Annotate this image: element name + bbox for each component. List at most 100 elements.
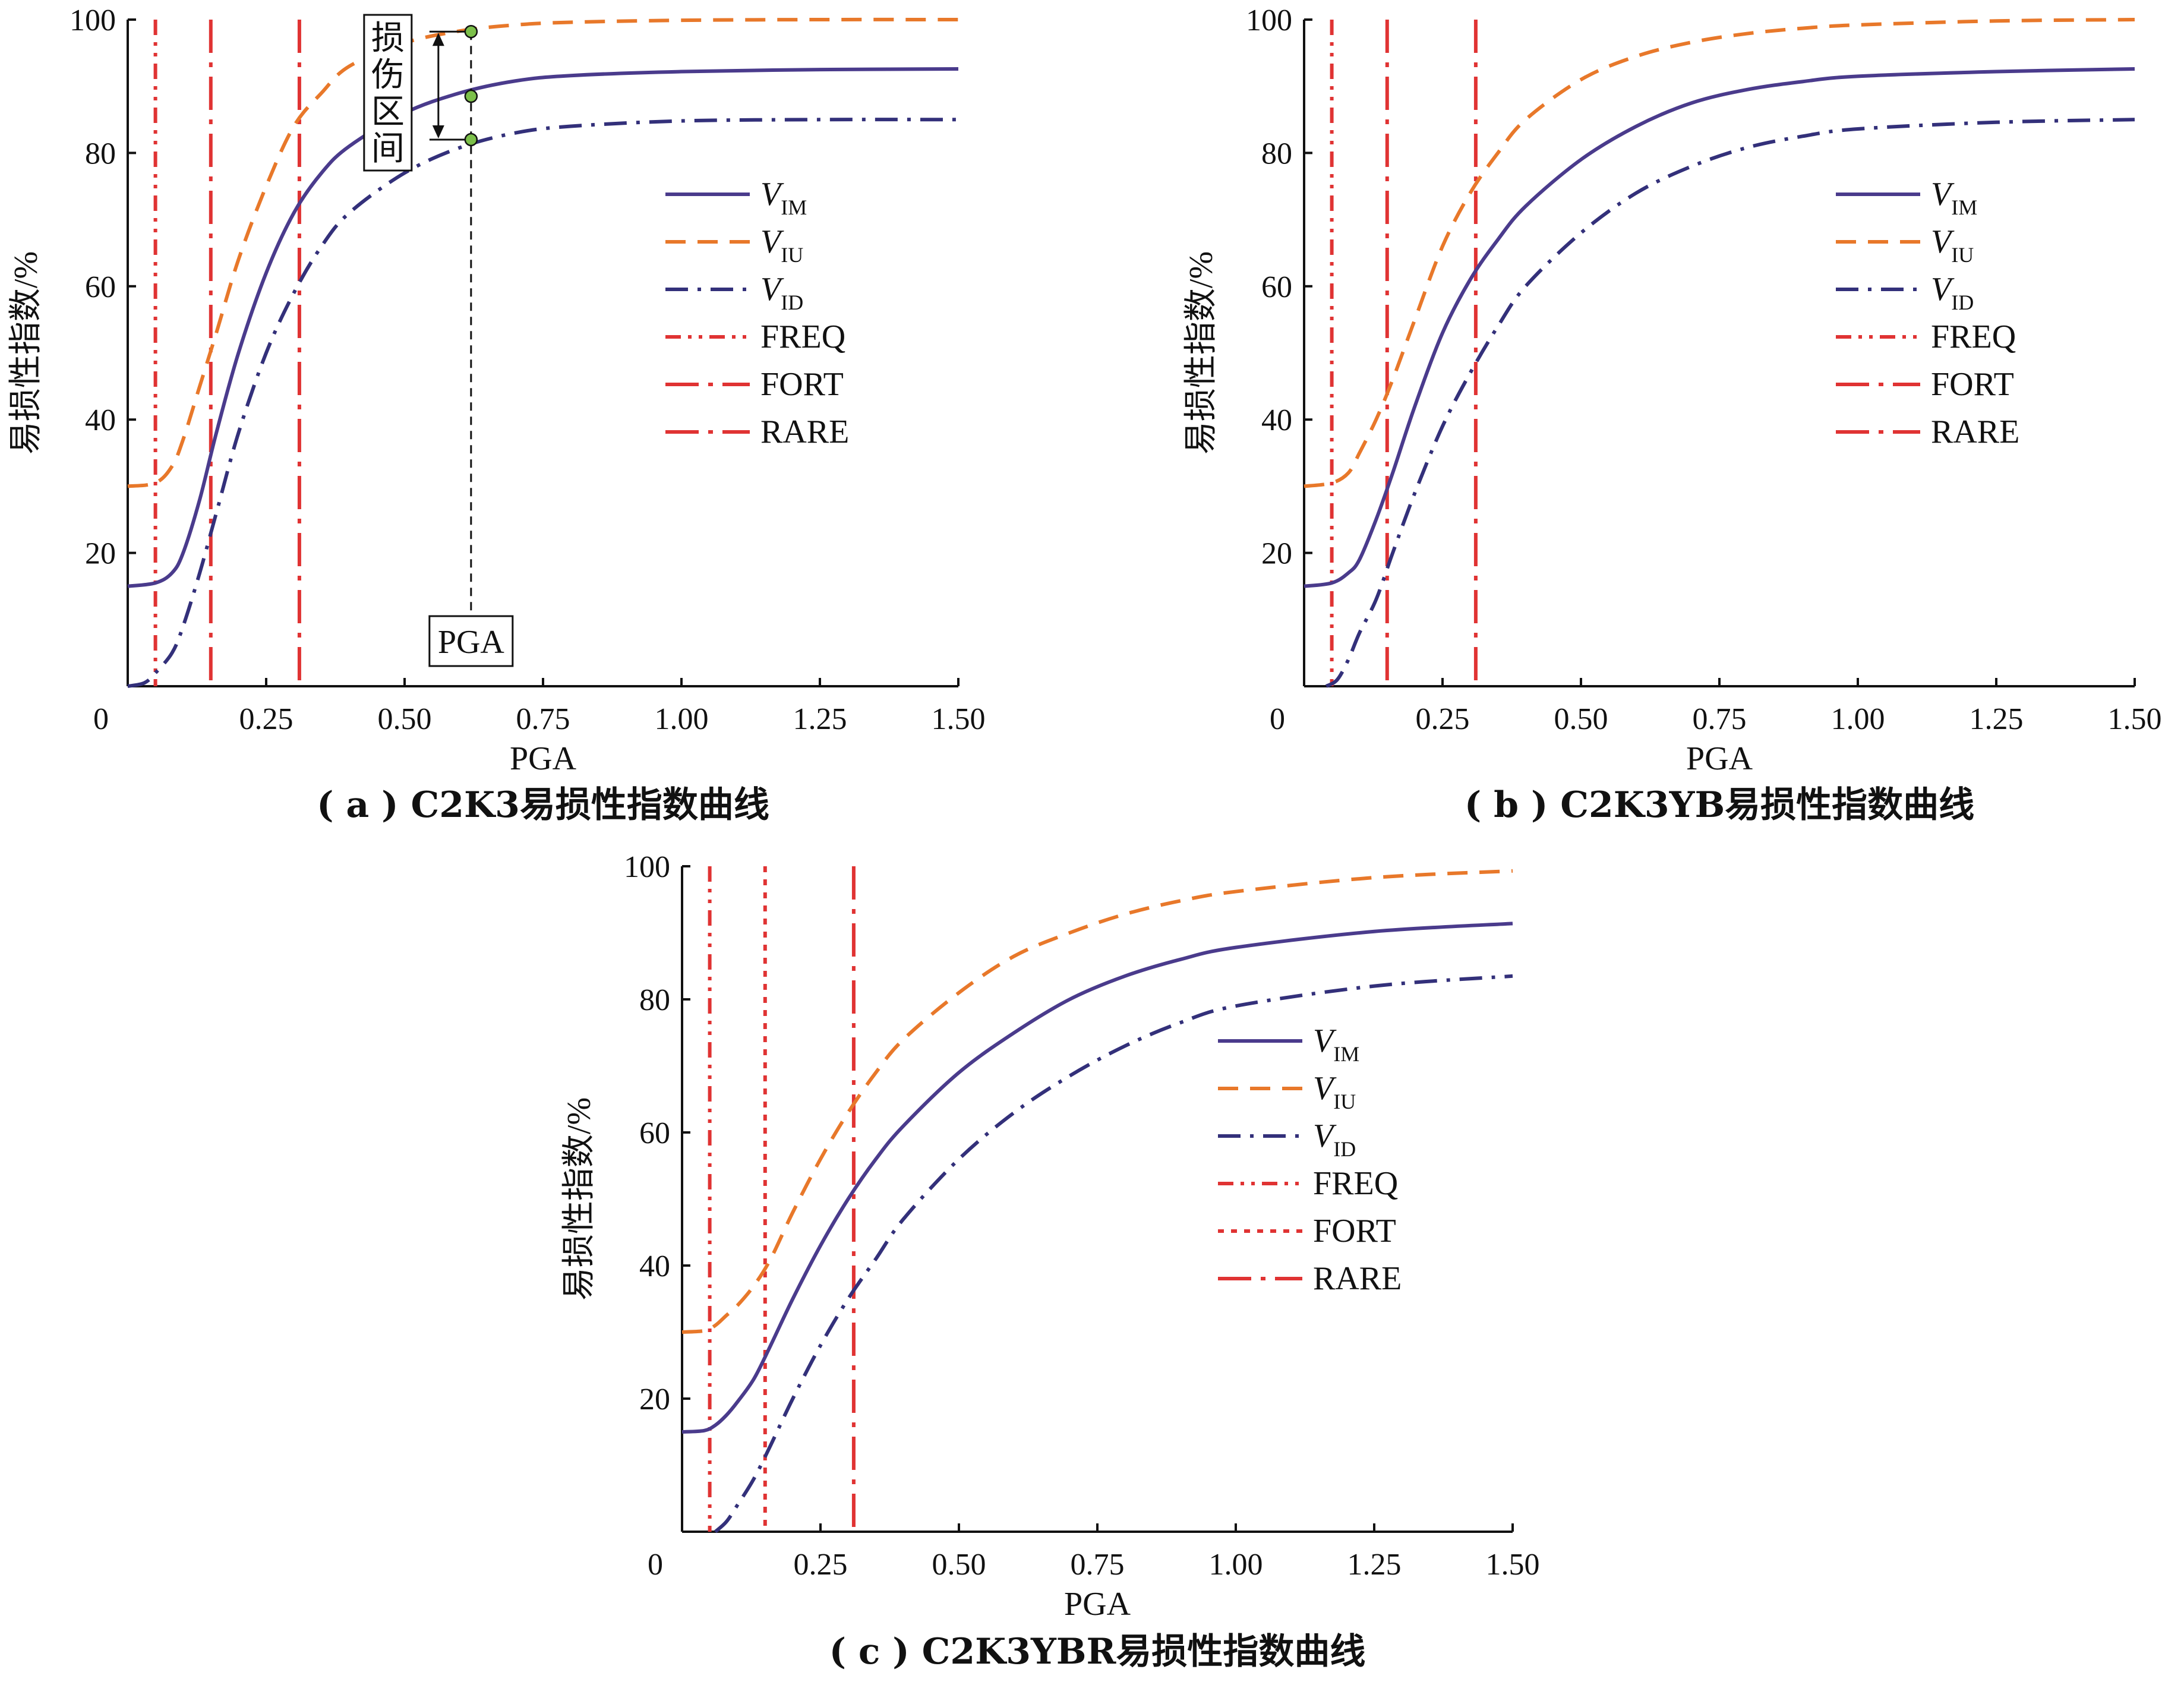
x-tick-label: 1.00 [655,702,709,736]
legend-label-main: V [1931,223,1955,260]
chart-panel-a: 0 0.25 0.50 0.75 1.00 1.25 1.50 20 40 60 80 100 PGA 易… [8,4,986,826]
pga-label-box [428,615,514,667]
x-tick-label: 1.25 [793,702,847,736]
y-tick-label: 100 [70,4,116,37]
legend-label-main: V [760,223,784,260]
x-tick-label: 0.75 [516,702,570,736]
x-tick-label: 0.25 [794,1548,848,1582]
y-tick-label: 100 [1246,4,1292,37]
arrow-down-icon [432,125,444,138]
y-tick-label: 20 [85,537,116,571]
chart-panel-c: 0 0.25 0.50 0.75 1.00 1.25 1.50 20 40 60 80 100 PGA 易… [561,850,1540,1673]
y-tick-label: 100 [624,850,670,884]
interval-label-box [363,14,413,172]
y-tick-label: 60 [639,1116,670,1150]
x-tick-label: 0.75 [1071,1548,1125,1582]
x-axis-title: PGA [510,740,577,777]
chart-caption: ( a ) C2K3易损性指数曲线 [317,784,769,826]
x-axis-title: PGA [1686,740,1753,777]
series-line-vid [127,118,959,688]
x-tick-label: 0 [93,702,109,736]
legend-label-freq: FREQ [760,318,845,355]
y-axis-title: 易损性指数/% [8,251,45,455]
pga-label: PGA [438,624,505,661]
series-line-viu [1304,18,2135,488]
x-tick-label: 1.00 [1831,702,1885,736]
legend-label-freq: FREQ [1931,318,2016,355]
legend-label-vim: VIM [1931,176,1977,219]
y-tick-label: 80 [1261,137,1292,171]
series-line-vim [1304,67,2135,588]
y-tick-label: 40 [85,403,116,437]
legend-label-fort: FORT [1931,366,2014,403]
series-line-vid [714,974,1513,1533]
series-line-viu [681,869,1513,1334]
legend-label-main: V [1313,1070,1337,1107]
y-tick-label: 40 [639,1249,670,1283]
series-line-vim [127,67,959,588]
x-tick-label: 0.25 [239,702,293,736]
legend-label-main: V [760,176,784,213]
x-tick-label: 0.75 [1693,702,1747,736]
legend-label-sub: IU [1951,243,1974,267]
legend-label-sub: IM [1951,195,1977,219]
legend-label-viu: VIU [760,223,803,267]
legend-label-vim: VIM [1313,1023,1359,1066]
x-tick-label: 1.25 [1347,1548,1402,1582]
legend-label-vid: VID [760,271,803,314]
legend-label-main: V [1313,1023,1337,1059]
x-tick-label: 0.50 [378,702,432,736]
x-tick-label: 1.50 [2108,702,2162,736]
legend-label-sub: IU [1333,1090,1356,1113]
x-tick-label: 1.50 [932,702,986,736]
legend-label-main: V [1313,1118,1337,1154]
x-tick-label: 1.25 [1970,702,2024,736]
legend-label-main: V [760,271,784,308]
legend-label-freq: FREQ [1313,1165,1398,1202]
legend-label-sub: ID [1333,1137,1356,1161]
y-axis-title: 易损性指数/% [1183,251,1220,455]
legend-label-sub: ID [781,291,803,314]
legend-label-sub: IM [781,195,807,219]
legend-label-vid: VID [1931,271,1974,314]
legend-label-rare: RARE [1313,1260,1402,1297]
chart-caption: ( c ) C2K3YBR易损性指数曲线 [829,1631,1366,1673]
legend-label-vid: VID [1313,1118,1356,1161]
y-tick-label: 80 [639,983,670,1017]
legend-label-main: V [1931,271,1955,308]
series-line-viu [127,17,959,488]
x-tick-label: 0.50 [932,1548,986,1582]
legend-label-fort: FORT [1313,1213,1396,1249]
interval-label-char: 间 [371,130,405,168]
legend-label-vim: VIM [760,176,807,219]
x-tick-label: 0.25 [1416,702,1470,736]
x-tick-label: 0 [648,1548,663,1582]
x-tick-label: 0.50 [1554,702,1608,736]
legend-label-viu: VIU [1313,1070,1356,1113]
arrow-up-icon [432,33,444,46]
interval-label-char: 损 [371,19,405,58]
series-line-vid [1325,118,2135,688]
x-tick-label: 1.50 [1486,1548,1540,1582]
interval-marker [464,132,478,147]
y-tick-label: 60 [85,270,116,304]
chart-panel-b: 0 0.25 0.50 0.75 1.00 1.25 1.50 20 40 60 80 100 PGA 易… [1183,4,2162,826]
legend-label-viu: VIU [1931,223,1974,267]
interval-label-char: 伤 [371,56,405,94]
interval-label-char: 区 [371,93,405,131]
y-tick-label: 20 [639,1383,670,1416]
interval-marker [464,24,478,39]
y-tick-label: 40 [1261,403,1292,437]
y-tick-label: 80 [85,137,116,171]
y-axis-title: 易损性指数/% [561,1097,598,1301]
x-tick-label: 0 [1270,702,1285,736]
legend-label-sub: IM [1333,1042,1359,1066]
legend-label-rare: RARE [1931,414,2019,450]
legend-label-main: V [1931,176,1955,213]
y-tick-label: 20 [1261,537,1292,571]
